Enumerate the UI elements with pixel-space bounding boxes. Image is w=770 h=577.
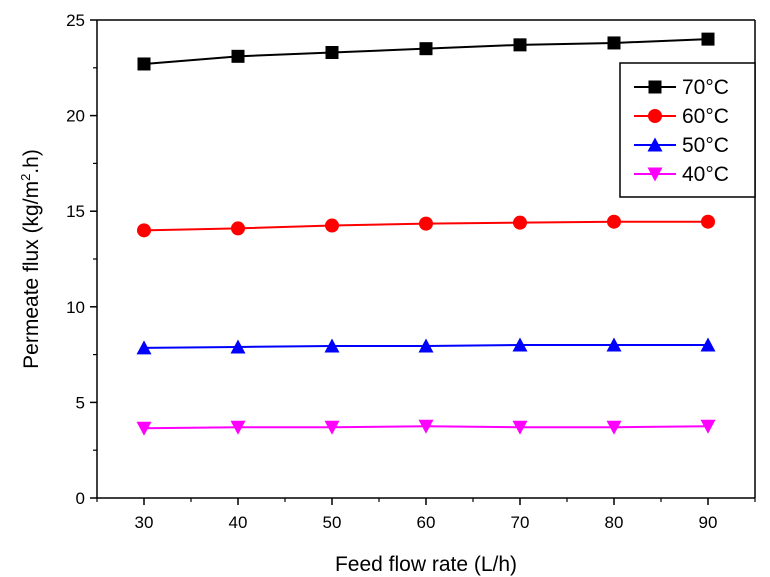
x-tick-label: 40 <box>229 513 248 532</box>
legend-marker <box>648 80 662 94</box>
data-point <box>607 36 621 50</box>
data-point <box>418 419 434 434</box>
data-point <box>325 46 339 60</box>
data-point <box>230 339 246 354</box>
data-point <box>137 223 151 238</box>
y-axis-label: Permeate flux (kg/m2.h) <box>18 149 43 369</box>
data-point <box>231 49 245 63</box>
series-0 <box>137 32 715 71</box>
y-tick-label: 5 <box>76 393 85 412</box>
data-point <box>136 340 152 355</box>
data-point <box>324 338 340 353</box>
data-point <box>701 32 715 46</box>
y-tick-label: 20 <box>66 107 85 126</box>
data-point <box>513 215 527 230</box>
data-point <box>419 42 433 56</box>
data-point <box>513 38 527 52</box>
series-2 <box>136 337 716 355</box>
legend-label: 40°C <box>682 163 729 186</box>
legend-item: 60°C <box>634 105 729 128</box>
legend-label: 50°C <box>682 134 729 157</box>
legend-marker <box>647 137 663 152</box>
legend-label: 60°C <box>682 105 729 128</box>
x-tick-label: 30 <box>135 513 154 532</box>
x-tick-label: 90 <box>699 513 718 532</box>
data-point <box>701 214 715 229</box>
data-point <box>607 214 621 229</box>
legend-item: 40°C <box>634 163 729 186</box>
y-tick-label: 15 <box>66 202 85 221</box>
x-axis-ticks: 30 40 50 60 70 80 90 <box>96 498 756 532</box>
legend-item: 50°C <box>634 134 729 157</box>
y-tick-label: 25 <box>66 11 85 30</box>
data-point <box>137 57 151 71</box>
data-point <box>325 218 339 233</box>
y-tick-label: 10 <box>66 298 85 317</box>
legend: 70°C 60°C 50°C 40°C <box>619 62 756 198</box>
data-point <box>230 420 246 435</box>
data-point <box>231 221 245 236</box>
legend-item: 70°C <box>634 76 729 99</box>
legend-label: 70°C <box>682 76 729 99</box>
data-point <box>700 337 716 352</box>
legend-marker <box>647 167 663 182</box>
data-point <box>606 420 622 435</box>
data-point <box>512 337 528 352</box>
series-1 <box>137 214 715 238</box>
x-tick-label: 50 <box>323 513 342 532</box>
x-tick-label: 80 <box>605 513 624 532</box>
y-axis-ticks: 0 5 10 15 20 25 <box>66 11 97 508</box>
x-tick-label: 60 <box>417 513 436 532</box>
data-point <box>512 420 528 435</box>
data-point <box>324 420 340 435</box>
series-3 <box>136 419 716 436</box>
data-point <box>606 337 622 352</box>
y-tick-label: 0 <box>76 489 85 508</box>
x-tick-label: 70 <box>511 513 530 532</box>
series-layer <box>136 32 716 436</box>
data-point <box>700 419 716 434</box>
data-point <box>136 421 152 436</box>
x-axis-label: Feed flow rate (L/h) <box>335 553 517 576</box>
y-axis-label-tail: .h) <box>20 149 43 174</box>
y-axis-label-main: Permeate flux (kg/m <box>20 181 43 369</box>
data-point <box>418 338 434 353</box>
legend-marker <box>648 109 662 123</box>
legend-items: 70°C 60°C 50°C 40°C <box>634 76 729 186</box>
y-axis-label-superscript: 2 <box>18 174 33 181</box>
data-point <box>419 216 433 231</box>
